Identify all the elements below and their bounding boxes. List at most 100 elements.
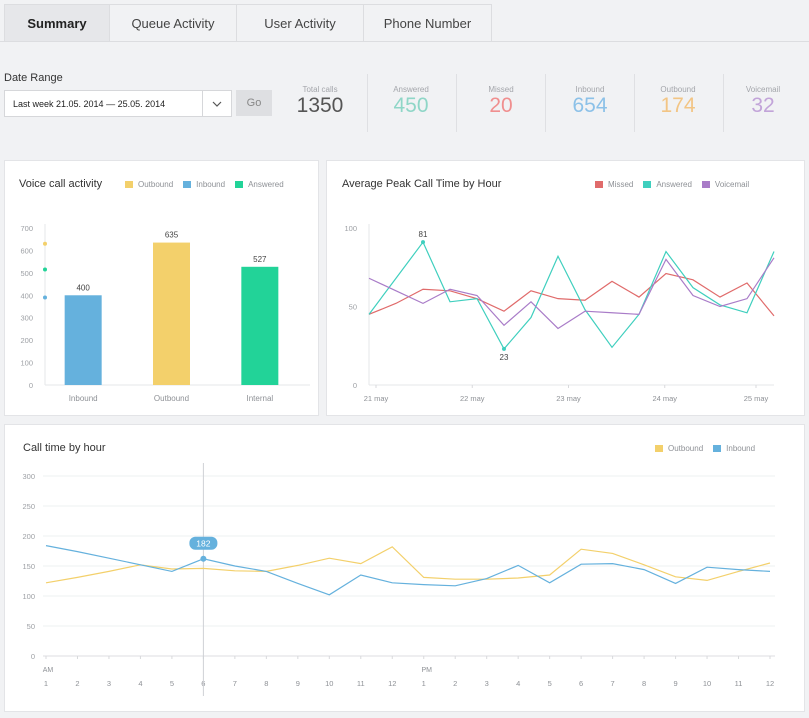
x-tick-label: 2 (75, 679, 79, 688)
tooltip-bubble (189, 536, 218, 550)
x-tick-label: 21 may (364, 394, 389, 403)
card-title: Voice call activity (19, 178, 103, 190)
series-line (45, 546, 771, 584)
bar (153, 242, 190, 385)
bar-value-label: 635 (165, 231, 179, 240)
annotation-label: 81 (419, 230, 428, 239)
stat-divider (545, 74, 546, 132)
bar-value-label: 400 (76, 283, 90, 292)
y-tick-label: 300 (22, 472, 35, 481)
highlight-point (200, 555, 207, 562)
x-tick-label: 25 may (744, 394, 769, 403)
legend-swatch (655, 445, 663, 452)
x-tick-label: 11 (735, 679, 743, 688)
stat-label: Outbound (660, 85, 696, 94)
legend-item: Answered (235, 180, 284, 189)
x-tick-label: 10 (703, 679, 711, 688)
y-tick-label: 150 (22, 562, 35, 571)
series-line (368, 257, 775, 330)
series-line (368, 240, 775, 350)
stat-divider (367, 74, 368, 132)
bar (241, 266, 279, 385)
stat-divider (456, 74, 457, 132)
legend-swatch (643, 181, 652, 188)
tab-bar: Summary Queue Activity User Activity Pho… (4, 4, 492, 42)
y-tick-label: 0 (31, 652, 35, 661)
date-range-select[interactable]: Last week 21.05. 2014 — 25.05. 2014 (4, 90, 232, 117)
legend-label: Answered (248, 180, 284, 189)
y-tick-label: 100 (20, 359, 33, 368)
stat-voicemail: Voicemail 32 (733, 85, 793, 118)
tab-queue-activity[interactable]: Queue Activity (110, 4, 237, 42)
axis-marker (43, 267, 47, 272)
x-tick-label: Inbound (69, 394, 98, 403)
legend-label: Inbound (726, 444, 756, 453)
x-tick-label: 12 (388, 679, 396, 688)
x-tick-label: 24 may (652, 394, 677, 403)
legend-swatch (713, 445, 722, 452)
tooltip-label: 182 (196, 538, 210, 548)
y-tick-label: 50 (349, 303, 357, 312)
tab-user-activity[interactable]: User Activity (237, 4, 364, 42)
y-tick-label: 500 (20, 269, 33, 278)
x-tick-label: 2 (453, 679, 457, 688)
legend-swatch (183, 181, 192, 188)
date-range-label: Date Range (4, 72, 63, 84)
legend-swatch (235, 181, 244, 188)
y-tick-label: 50 (27, 622, 35, 631)
x-tick-label: 9 (296, 679, 300, 688)
x-tick-label: 23 may (556, 394, 581, 403)
stat-outbound: Outbound 174 (648, 85, 708, 118)
chevron-down-icon[interactable] (202, 91, 231, 116)
x-tick-label: 7 (233, 679, 237, 688)
chart-legend: Outbound Inbound (645, 444, 755, 453)
stat-answered: Answered 450 (381, 85, 441, 118)
y-tick-label: 250 (22, 502, 35, 511)
period-label: AM (43, 667, 54, 674)
annotation-point (502, 346, 506, 351)
tab-phone-number[interactable]: Phone Number (364, 4, 492, 42)
series-line (45, 545, 771, 596)
annotation-point (421, 240, 425, 245)
legend-swatch (701, 181, 710, 188)
stat-label: Total calls (302, 85, 338, 94)
tab-summary[interactable]: Summary (4, 4, 110, 42)
card-title: Average Peak Call Time by Hour (342, 178, 502, 190)
annotation-label: 23 (500, 353, 509, 362)
stat-value: 20 (489, 94, 513, 117)
period-label: PM (421, 667, 432, 674)
legend-item: Inbound (183, 180, 225, 189)
voice-bar-chart: 0 100 200 300 400 500 600 700 400 Inbound 635 Outbo… (20, 224, 310, 403)
chart-legend: Missed Answered Voicemail (585, 180, 749, 189)
stat-label: Voicemail (745, 85, 781, 94)
x-tick-label: 3 (485, 679, 489, 688)
y-tick-label: 400 (20, 291, 33, 300)
legend-item: Outbound (655, 444, 703, 453)
go-button[interactable]: Go (236, 90, 272, 116)
y-tick-label: 100 (344, 224, 357, 233)
stat-label: Missed (488, 85, 514, 94)
x-tick-label: 6 (579, 679, 583, 688)
y-tick-label: 200 (20, 336, 33, 345)
x-tick-label: 8 (642, 679, 646, 688)
x-tick-label: 10 (325, 679, 333, 688)
x-tick-label: 11 (357, 679, 365, 688)
x-tick-label: 8 (264, 679, 268, 688)
hourly-line-chart: 0501001502002503001234567891011121234567… (22, 463, 775, 696)
stat-value: 174 (660, 94, 696, 117)
legend-swatch (595, 181, 603, 188)
stat-inbound: Inbound 654 (560, 85, 620, 118)
y-tick-label: 0 (353, 381, 357, 390)
y-tick-label: 100 (22, 592, 35, 601)
x-tick-label: 1 (44, 679, 48, 688)
bar-value-label: 527 (253, 255, 267, 264)
x-tick-label: 22 may (460, 394, 485, 403)
x-tick-label: 9 (673, 679, 677, 688)
legend-label: Inbound (196, 180, 226, 189)
x-tick-label: 5 (548, 679, 552, 688)
legend-label: Voicemail (714, 180, 750, 189)
stat-missed: Missed 20 (471, 85, 531, 118)
stat-value: 1350 (296, 94, 344, 117)
peak-line-chart: 0 50 100 21 may 22 may 23 may 24 may 25 may 81 23 (344, 224, 775, 403)
bar (64, 295, 102, 385)
